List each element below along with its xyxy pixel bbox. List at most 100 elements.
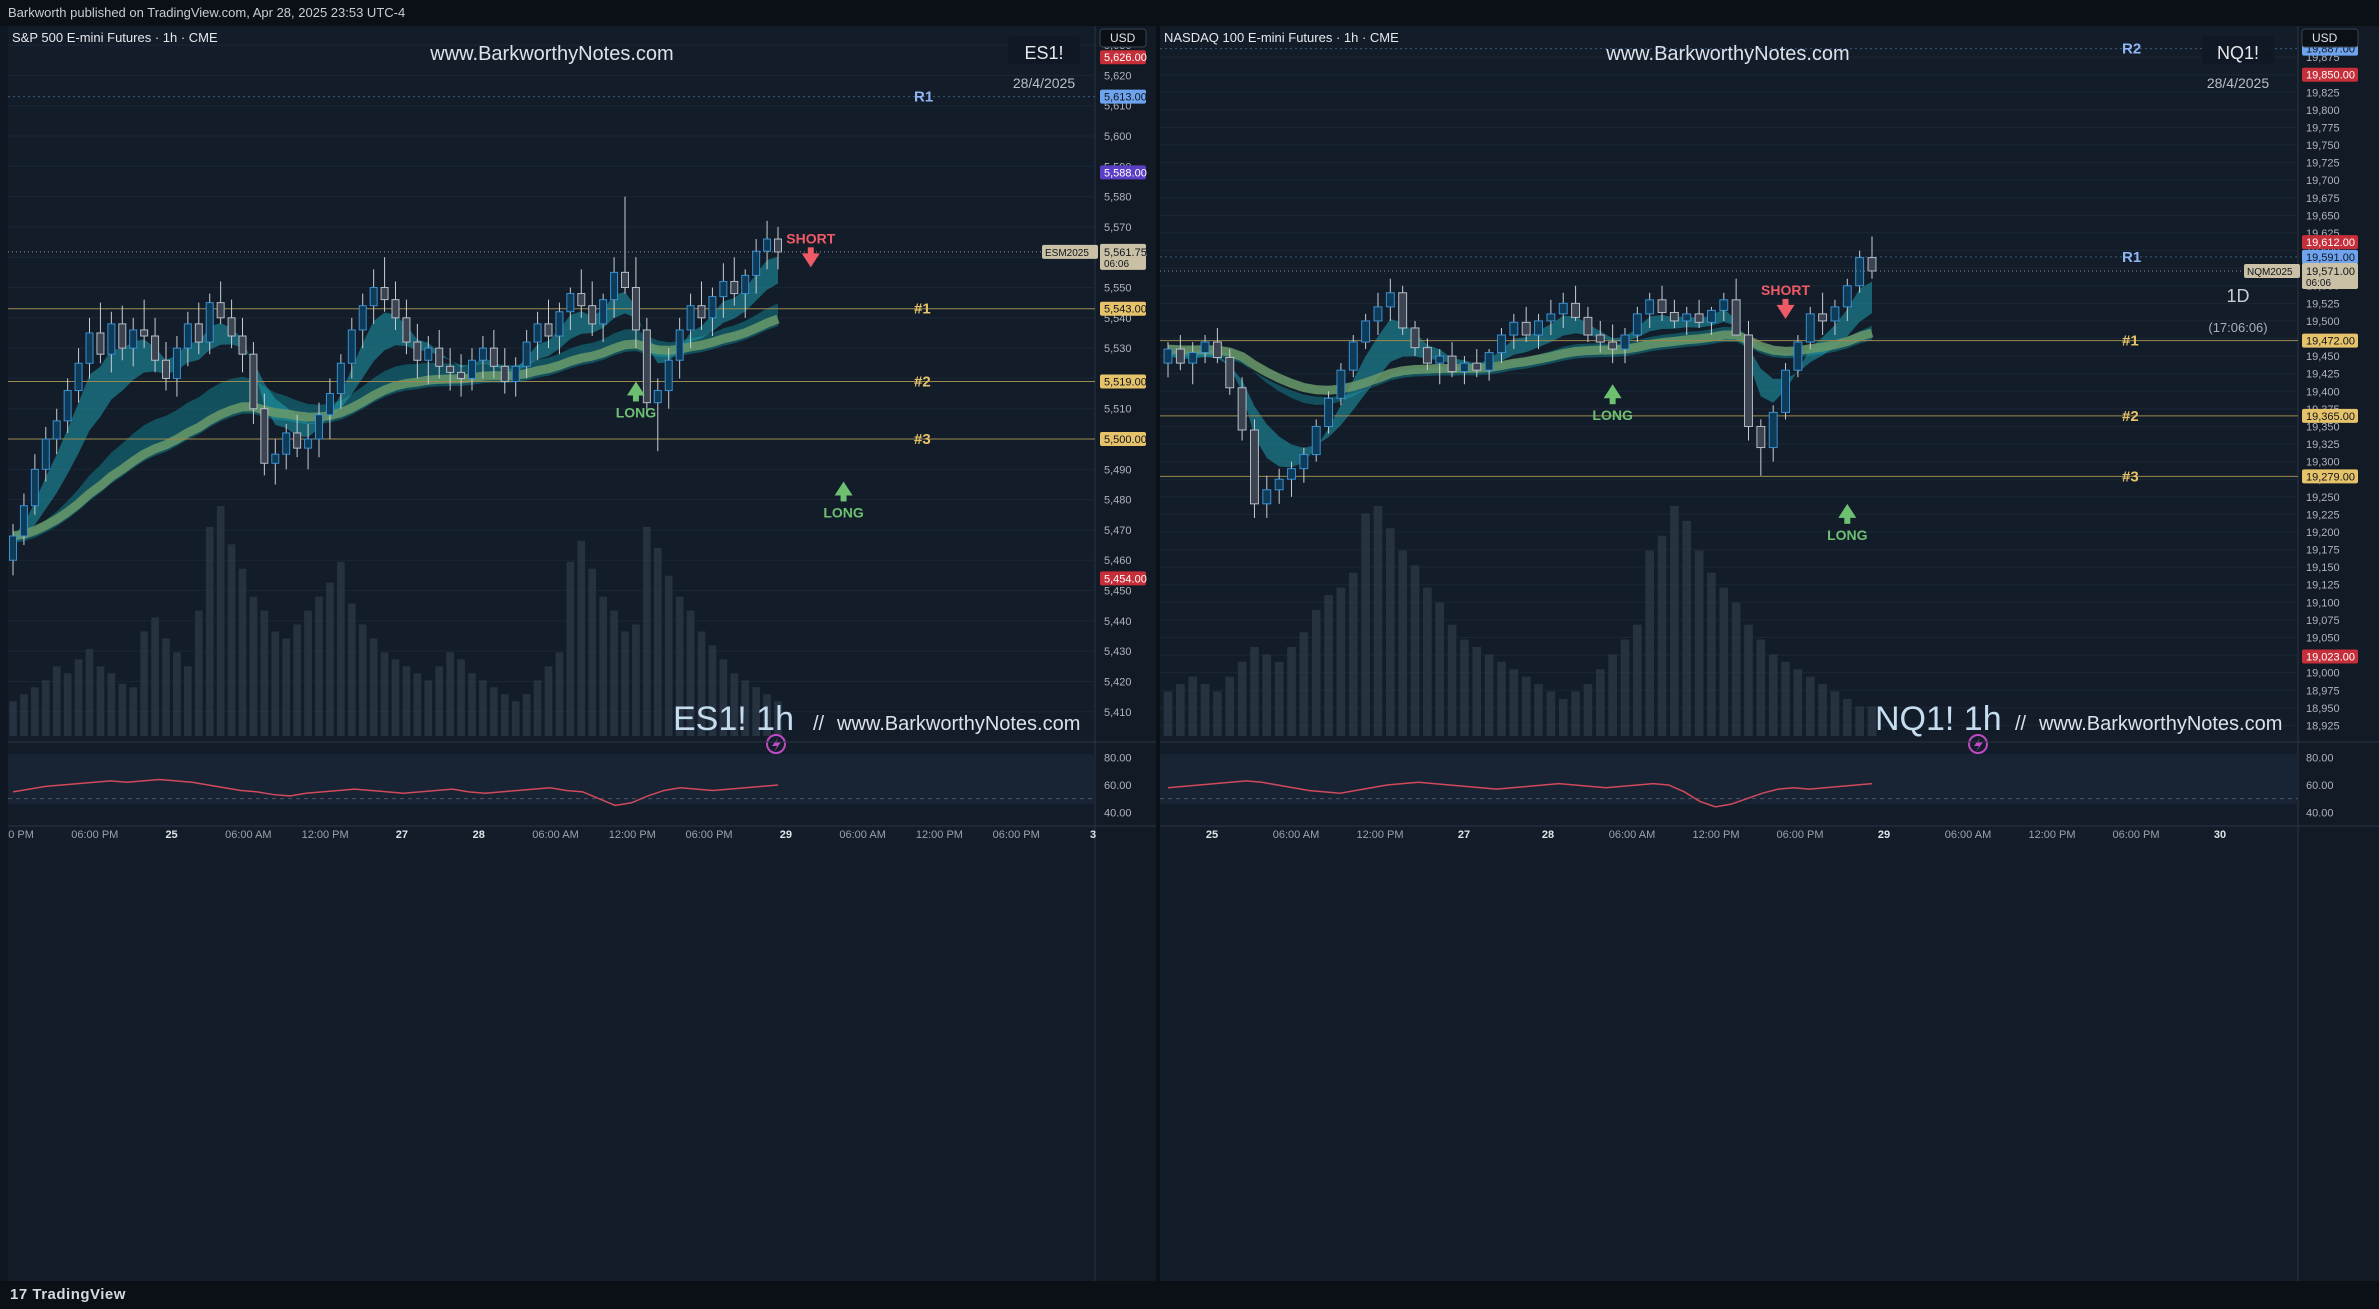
candle-body (30, 468, 39, 507)
currency-label: USD (1110, 31, 1136, 45)
candle-body (1497, 334, 1506, 354)
volume-bar (271, 631, 280, 736)
rsi-tick-label: 60.00 (1104, 780, 1132, 792)
level-label: #3 (2122, 468, 2139, 485)
y-tick-label: 5,550 (1104, 283, 1132, 295)
ema-line-long (1167, 328, 1874, 395)
volume-bar (151, 617, 159, 736)
candle-body (1731, 299, 1741, 336)
x-tick-label: 12:00 PM (916, 829, 963, 841)
volume-bar (1583, 684, 1593, 736)
x-tick-label: 28 (1542, 829, 1554, 841)
panel-divider[interactable] (1156, 26, 1160, 1281)
candle-body (227, 317, 236, 337)
volume-bar (1719, 587, 1729, 736)
candle-body (1694, 313, 1704, 323)
candle-body (741, 274, 750, 295)
tradingview-logo-icon: 17 (10, 1286, 28, 1303)
date-label: 28/4/2025 (1013, 75, 1075, 91)
candle-body (107, 323, 116, 355)
volume-bar (41, 680, 50, 736)
level-label: #2 (2122, 408, 2139, 425)
y-tick-label: 19,775 (2306, 122, 2340, 134)
long-arrow-icon (1603, 384, 1622, 399)
volume-bar (227, 544, 236, 736)
x-tick-label: 06:00 AM (532, 829, 578, 841)
candle-body (631, 287, 640, 331)
candle-body (1435, 355, 1445, 364)
long-arrow-icon (1844, 516, 1851, 524)
volume-bar (1250, 646, 1259, 736)
currency-label: USD (2312, 31, 2338, 45)
candle-body (1336, 369, 1346, 399)
chart-panel-es[interactable]: R1#1#2#3SHORTLONGLONG5,6305,6205,6105,60… (8, 26, 1156, 1281)
candle-body (129, 329, 138, 349)
volume-bar (1200, 684, 1210, 736)
candle-body (1521, 321, 1531, 336)
candle-body (500, 365, 509, 382)
candle-body (260, 408, 269, 464)
lightning-icon (772, 738, 781, 752)
volume-bar (358, 624, 367, 736)
candle-body (315, 414, 323, 440)
candle-body (413, 341, 422, 361)
candle-body (1706, 309, 1716, 323)
candle-body (1385, 292, 1395, 308)
volume-bar (1472, 646, 1482, 736)
chart-canvas-nq[interactable]: R2R1#1#2#3SHORTLONGLONG19,87519,85019,82… (1160, 26, 2379, 1281)
volume-bar (1287, 646, 1296, 736)
y-tick-label: 19,400 (2306, 386, 2340, 398)
candle-body (1262, 489, 1272, 505)
candle-body (63, 390, 72, 422)
volume-bar (774, 701, 782, 736)
y-tick-label: 5,510 (1104, 404, 1132, 416)
candle-body (457, 371, 466, 379)
candle-body (238, 335, 247, 355)
x-tick-label: 30 (2214, 829, 2226, 841)
footer-ticker-label: ES1! 1h (673, 700, 794, 738)
candle-body (489, 347, 498, 367)
y-tick-label: 5,530 (1104, 343, 1132, 355)
long-arrow-icon (1609, 397, 1616, 405)
y-tick-label: 5,480 (1104, 495, 1132, 507)
volume-bar (511, 701, 520, 736)
x-tick-label: 06:00 AM (225, 829, 271, 841)
volume-bar (1842, 698, 1852, 736)
candle-body (282, 432, 291, 455)
volume-bar (1225, 676, 1235, 736)
volume-bar (1176, 684, 1185, 736)
y-tick-label: 5,410 (1104, 707, 1132, 719)
candle-body (1855, 257, 1865, 287)
volume-bar (1867, 706, 1877, 736)
volume-bar (632, 624, 640, 736)
volume-bar (1460, 639, 1469, 736)
candle-body (380, 287, 389, 301)
candle-body (304, 438, 313, 449)
ema-ribbon-fast (1168, 281, 1872, 468)
candle-body (664, 359, 673, 392)
footer-url: www.BarkworthyNotes.com (836, 713, 1080, 735)
candle-body (1175, 348, 1185, 364)
short-arrow-icon (1776, 304, 1795, 319)
footer-ticker-label: NQ1! 1h (1875, 700, 2002, 738)
x-tick-label: 06:00 PM (993, 829, 1040, 841)
volume-bar (610, 610, 618, 736)
candle-body (1361, 320, 1371, 343)
chart-canvas-es[interactable]: R1#1#2#3SHORTLONGLONG5,6305,6205,6105,60… (8, 26, 1156, 1281)
candle-body (52, 420, 61, 440)
tradingview-logo[interactable]: 17 TradingView (10, 1281, 126, 1309)
volume-bar (304, 610, 312, 736)
candle-body (1546, 313, 1556, 322)
volume-bar (500, 694, 509, 736)
rsi-tick-label: 60.00 (2306, 780, 2334, 792)
price-badge (1100, 89, 1146, 104)
y-tick-label: 19,225 (2306, 509, 2340, 521)
y-tick-label: 5,440 (1104, 616, 1132, 628)
volume-bar (1657, 535, 1667, 736)
x-tick-label: 3 (1090, 829, 1096, 841)
chart-panel-nq[interactable]: R2R1#1#2#3SHORTLONGLONG19,87519,85019,82… (1160, 26, 2379, 1281)
price-badge (2302, 333, 2358, 348)
contract-badge (2244, 263, 2300, 278)
y-tick-label: 5,430 (1104, 646, 1132, 658)
candle-body (369, 287, 378, 307)
